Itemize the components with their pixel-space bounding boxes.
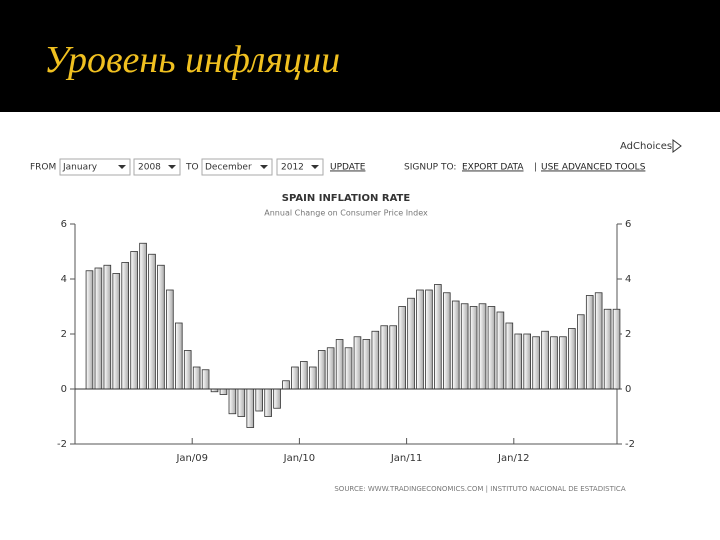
bar [416, 289, 424, 390]
bar [237, 388, 246, 417]
chart-title: SPAIN INFLATION RATE [282, 193, 411, 204]
bar [371, 330, 380, 390]
bar [407, 297, 415, 390]
bar [103, 264, 112, 390]
bar [478, 303, 487, 390]
bar [192, 366, 201, 390]
bar [335, 339, 344, 390]
bar [148, 253, 156, 390]
separator: | [534, 163, 537, 173]
x-tick-label: Jan/11 [390, 453, 423, 464]
bar [246, 388, 255, 428]
bar [434, 284, 442, 390]
slide-title: Уровень инфляции [44, 39, 341, 81]
bar [264, 388, 272, 417]
bar [282, 380, 290, 390]
bar [362, 339, 371, 390]
dropdown[interactable] [59, 158, 131, 176]
bar [487, 306, 496, 390]
bar [460, 303, 469, 390]
dropdown[interactable] [201, 158, 273, 176]
x-tick-label: Jan/10 [283, 453, 316, 464]
advanced-link[interactable]: USE ADVANCED TOOLS [541, 163, 646, 173]
source: SOURCE: WWW.TRADINGECONOMICS.COM | INSTI… [334, 485, 625, 493]
bar [594, 292, 603, 390]
bar [603, 308, 612, 390]
to-label: TO [185, 163, 199, 173]
to-year[interactable]: 2012 [281, 163, 304, 173]
from-month[interactable]: January [62, 163, 98, 173]
bar [166, 289, 174, 390]
y-tick-label: 4 [625, 274, 631, 285]
chart-subtitle: Annual Change on Consumer Price Index [264, 209, 428, 218]
from-year[interactable]: 2008 [138, 163, 161, 173]
bar [183, 350, 192, 390]
bar [496, 311, 505, 390]
bar [523, 333, 531, 390]
bar [353, 336, 362, 390]
bar [175, 322, 183, 390]
from-label: FROM [30, 163, 56, 173]
bar [505, 322, 514, 390]
bar [309, 366, 317, 390]
bar [130, 251, 138, 390]
bar [85, 270, 94, 390]
bar [612, 308, 621, 390]
bar [344, 347, 353, 390]
bar [451, 300, 460, 390]
bar [469, 306, 478, 390]
dropdown[interactable] [133, 158, 181, 176]
bar [300, 361, 308, 390]
bar [568, 328, 576, 390]
update-link[interactable]: UPDATE [330, 163, 366, 173]
bar [443, 292, 451, 390]
signup-label: SIGNUP TO: [404, 163, 456, 173]
bar [273, 388, 281, 409]
bar [532, 336, 540, 390]
y-tick-label: 2 [625, 329, 631, 340]
bar [94, 267, 103, 390]
bar [559, 336, 567, 390]
chart: AdChoices FROM January 2008 TO December … [30, 139, 682, 493]
y-tick-label: 0 [61, 384, 67, 395]
y-tick-label: 4 [61, 274, 67, 285]
bar [317, 350, 326, 390]
y-tick-label: 0 [625, 384, 631, 395]
bar [380, 325, 389, 390]
bar [425, 289, 433, 390]
bar [541, 330, 549, 390]
slide-header: Уровень инфляции [0, 0, 720, 112]
y-tick-label: -2 [57, 439, 67, 450]
bar [219, 388, 228, 395]
bar [157, 264, 165, 390]
dropdown[interactable] [276, 158, 324, 176]
adchoices[interactable]: AdChoices [620, 141, 672, 152]
adchoices-icon[interactable] [672, 139, 682, 153]
bar [389, 325, 397, 390]
bar [326, 347, 335, 390]
bar [228, 388, 237, 415]
bar [201, 369, 210, 390]
bar [550, 336, 558, 390]
bar [112, 273, 121, 390]
bar [121, 262, 129, 390]
bar [585, 295, 594, 390]
bar [255, 388, 263, 412]
x-tick-label: Jan/09 [175, 453, 208, 464]
y-tick-label: 2 [61, 329, 67, 340]
x-tick-label: Jan/12 [497, 453, 530, 464]
bar [398, 306, 406, 390]
to-month[interactable]: December [205, 163, 252, 173]
export-link[interactable]: EXPORT DATA [462, 163, 524, 173]
y-tick-label: 6 [625, 219, 631, 230]
bar [577, 314, 585, 390]
bar [139, 242, 147, 390]
bar [514, 333, 523, 390]
y-tick-label: 6 [61, 219, 67, 230]
y-tick-label: -2 [625, 439, 635, 450]
bar [291, 366, 299, 390]
